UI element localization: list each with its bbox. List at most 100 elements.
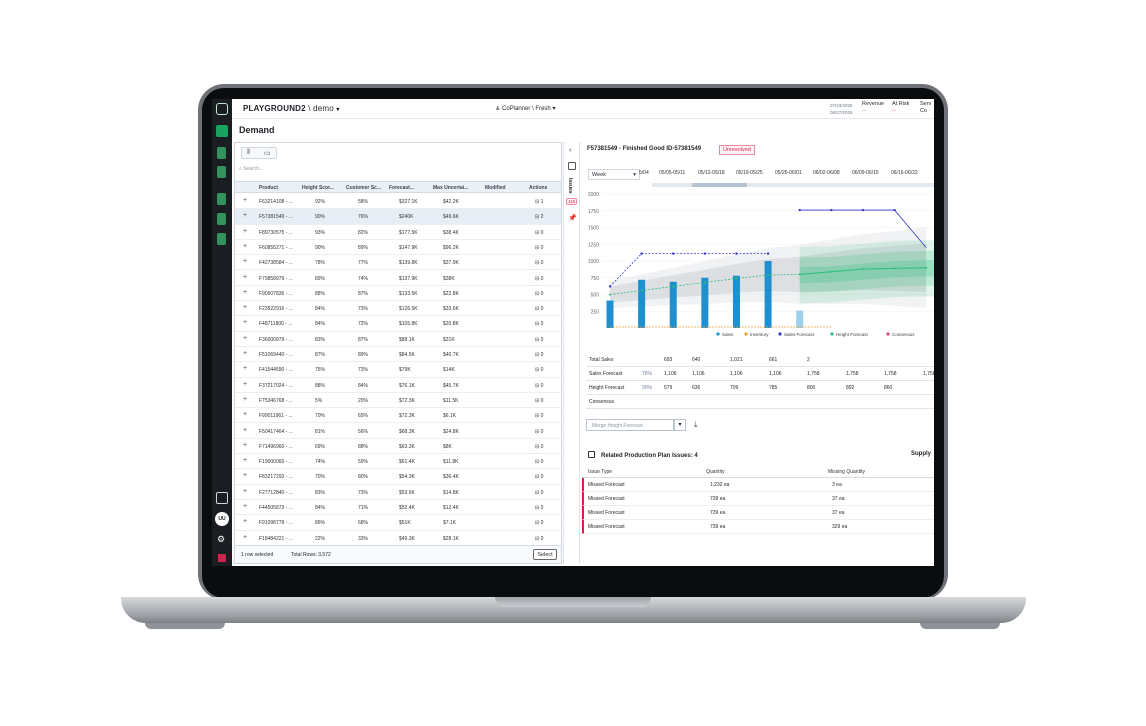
table-row[interactable]: + F19000060 - ... 74% 59% $61.4K $11.8K ⊟ 0 <box>235 454 561 470</box>
reports-icon[interactable] <box>217 213 226 225</box>
table-row[interactable]: + F83217293 - ... 70% 80% $54.3K $36.4K ⊟ 0 <box>235 469 561 485</box>
actions-cell[interactable]: ⊟ 0 <box>535 306 543 312</box>
forecast-cell[interactable]: 785 <box>769 385 778 391</box>
logout-icon[interactable] <box>218 554 226 562</box>
merge-forecast-button[interactable]: Merge Height Forecast <box>586 419 674 431</box>
actions-cell[interactable]: ⊟ 0 <box>535 459 543 465</box>
forecast-cell[interactable]: 1,106 <box>692 371 705 377</box>
table-row[interactable]: + F37217024 - ... 88% 84% $76.1K $45.7K ⊟ 0 <box>235 378 561 393</box>
table-row[interactable]: + F90507836 - ... 88% 87% $133.5K $22.8K ⊟ 0 <box>235 286 561 302</box>
table-row[interactable]: + F42738584 - ... 78% 77% $139.8K $37.9K ⊟ 0 <box>235 255 561 271</box>
expand-icon[interactable]: + <box>243 426 248 434</box>
planner-switcher[interactable]: ♟ CoPlanner \ Fresh ▾ <box>495 105 555 112</box>
actions-cell[interactable]: ⊟ 0 <box>535 321 543 327</box>
forecast-cell[interactable]: 709 <box>730 385 739 391</box>
issue-row[interactable]: Missed Forecast 739 ea 37 ea <box>582 492 934 506</box>
actions-cell[interactable]: ⊟ 0 <box>535 505 543 511</box>
issues-tab-icon[interactable] <box>568 162 576 170</box>
actions-cell[interactable]: ⊟ 0 <box>535 429 543 435</box>
columns-icon[interactable]: ⦀ <box>247 149 251 156</box>
forecast-cell[interactable]: 892 <box>846 385 855 391</box>
expand-icon[interactable]: + <box>243 395 248 403</box>
collapse-icon[interactable]: ‹ <box>569 147 572 154</box>
actions-cell[interactable]: ⊟ 1 <box>535 199 543 205</box>
col-height-score[interactable]: Height Scor... <box>302 185 334 191</box>
timeline-scrollbar[interactable] <box>652 183 934 187</box>
expand-icon[interactable]: + <box>243 457 248 465</box>
col-customer-score[interactable]: Customer Sc... <box>346 185 382 191</box>
expand-icon[interactable]: + <box>243 503 248 510</box>
actions-cell[interactable]: ⊟ 0 <box>535 291 543 297</box>
actions-cell[interactable]: ⊟ 0 <box>535 520 543 526</box>
col-quantity[interactable]: Quantity <box>706 469 725 475</box>
expand-icon[interactable]: + <box>243 472 248 480</box>
table-row[interactable]: + F18484221 - ... 22% 33% $49.3K $28.1K ⊟ 0 <box>235 531 561 546</box>
table-row[interactable]: + F75346768 - ... 5% 20% $72.3K $11.5K ⊟ 0 <box>235 393 561 409</box>
forecast-cell[interactable]: 1,106 <box>664 371 677 377</box>
expand-icon[interactable]: + <box>243 197 248 204</box>
workspace-switcher[interactable]: PLAYGROUND2 \ demo ▾ <box>243 104 340 113</box>
search-input[interactable]: ⌕ Search... <box>239 166 263 172</box>
forecast-cell[interactable]: 1,758 <box>923 371 934 377</box>
forecast-cell[interactable]: 1,758 <box>846 371 859 377</box>
col-missing-quantity[interactable]: Missing Quantity <box>828 469 865 475</box>
actions-cell[interactable]: ⊟ 0 <box>535 230 543 236</box>
actions-cell[interactable]: ⊟ 0 <box>535 276 543 282</box>
table-row[interactable]: + F99011961 - ... 70% 65% $72.3K $6.1K ⊟ 0 <box>235 408 561 424</box>
expand-icon[interactable]: + <box>243 441 248 449</box>
table-row[interactable]: + F27712840 - ... 83% 73% $53.6K $14.8K ⊟ 0 <box>235 485 561 500</box>
table-row[interactable]: + F50417464 - ... 81% 56% $68.3K $24.8K ⊟ 0 <box>235 424 561 439</box>
table-row[interactable]: + F44505873 - ... 84% 71% $52.4K $12.4K ⊟ 0 <box>235 500 561 516</box>
table-row[interactable]: + F57381549 - ... 90% 76% $240K $49.6K ⊟ 2 <box>235 209 561 225</box>
actions-cell[interactable]: ⊟ 0 <box>535 352 543 358</box>
expand-icon[interactable]: + <box>243 304 248 312</box>
col-max-uncertainty[interactable]: Max Uncertai... <box>433 185 469 191</box>
table-row[interactable]: + F60855271 - ... 90% 89% $147.9K $96.2K ⊟ 0 <box>235 240 561 256</box>
expand-icon[interactable]: + <box>243 533 248 541</box>
select-button[interactable]: Select <box>533 549 557 560</box>
export-icon[interactable]: ▭ <box>264 150 271 157</box>
actions-cell[interactable]: ⊟ 0 <box>535 490 543 496</box>
status-badge[interactable]: Unresolved <box>719 145 755 155</box>
expand-icon[interactable]: + <box>243 350 248 357</box>
issue-row[interactable]: Missed Forecast 739 ea 37 ea <box>582 506 934 520</box>
inventory-icon[interactable] <box>217 166 226 178</box>
issue-row[interactable]: Missed Forecast 1,232 ea 3 ea <box>582 478 934 492</box>
table-row[interactable]: + F23522916 - ... 84% 73% $126.5K $33.6K ⊟ 0 <box>235 301 561 317</box>
table-row[interactable]: + F79858979 - ... 89% 74% $137.9K $38K ⊟ 0 <box>235 271 561 286</box>
merge-dropdown-button[interactable]: ▾ <box>674 419 686 431</box>
forecast-cell[interactable]: 640 <box>692 357 701 363</box>
actions-cell[interactable]: ⊟ 0 <box>535 536 543 542</box>
download-icon[interactable]: ⤓ <box>694 420 698 429</box>
actions-cell[interactable]: ⊟ 0 <box>535 474 543 480</box>
actions-cell[interactable]: ⊟ 0 <box>535 367 543 373</box>
actions-cell[interactable]: ⊟ 0 <box>535 245 543 251</box>
forecast-cell[interactable]: 800 <box>807 385 816 391</box>
help-icon[interactable] <box>216 492 228 504</box>
expand-icon[interactable]: + <box>243 319 248 327</box>
expand-icon[interactable]: + <box>243 288 248 296</box>
issue-row[interactable]: Missed Forecast 739 ea 329 ea <box>582 520 934 534</box>
tasks-icon[interactable] <box>217 233 226 245</box>
forecast-cell[interactable]: 1,758 <box>807 371 820 377</box>
table-row[interactable]: + F89730575 - ... 93% 82% $177.5K $38.4K ⊟ 0 <box>235 225 561 240</box>
forecast-cell[interactable]: 1,106 <box>769 371 782 377</box>
forecast-cell[interactable]: 693 <box>664 357 673 363</box>
expand-icon[interactable]: + <box>243 380 248 388</box>
expand-icon[interactable]: + <box>243 365 248 373</box>
forecast-cell[interactable]: 636 <box>692 385 701 391</box>
settings-icon[interactable]: ⚙ <box>217 534 226 544</box>
expand-icon[interactable]: + <box>243 273 248 281</box>
actions-cell[interactable]: ⊟ 0 <box>535 383 543 389</box>
supply-icon[interactable] <box>217 147 226 159</box>
forecast-cell[interactable]: 860 <box>884 385 893 391</box>
forecast-cell[interactable]: 1,106 <box>730 371 743 377</box>
table-row[interactable]: + F36000979 - ... 83% 87% $88.1K $31K ⊟ 0 <box>235 332 561 347</box>
actions-cell[interactable]: ⊟ 0 <box>535 444 543 450</box>
table-row[interactable]: + F63214108 - ... 92% 58% $327.1K $42.2K ⊟ 1 <box>235 194 561 210</box>
actions-cell[interactable]: ⊟ 0 <box>535 413 543 419</box>
expand-icon[interactable]: + <box>243 258 248 266</box>
expand-icon[interactable]: + <box>243 518 248 526</box>
forecast-cell[interactable]: 1,021 <box>730 357 743 363</box>
col-issue-type[interactable]: Issue Type <box>588 469 613 475</box>
